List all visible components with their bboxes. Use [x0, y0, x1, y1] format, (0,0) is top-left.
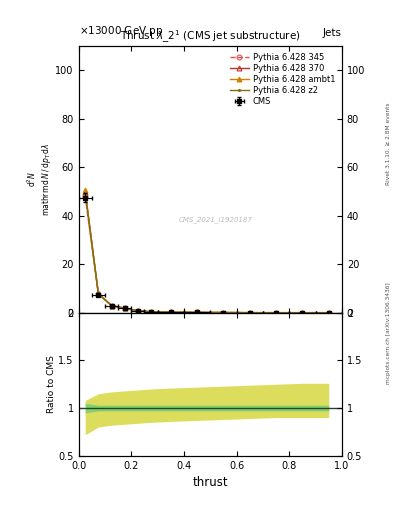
Pythia 6.428 370 — [122, 305, 127, 311]
Pythia 6.428 z2 — [83, 190, 88, 196]
Pythia 6.428 ambt1 — [122, 305, 127, 311]
Pythia 6.428 345 — [149, 309, 153, 315]
Pythia 6.428 370 — [83, 188, 88, 195]
Pythia 6.428 z2 — [136, 308, 140, 314]
Line: Pythia 6.428 345: Pythia 6.428 345 — [83, 194, 331, 315]
Text: Jets: Jets — [323, 28, 342, 38]
Pythia 6.428 345 — [109, 303, 114, 309]
Pythia 6.428 z2 — [195, 309, 200, 315]
Pythia 6.428 z2 — [326, 310, 331, 316]
Pythia 6.428 345 — [326, 310, 331, 316]
Pythia 6.428 345 — [136, 308, 140, 314]
Line: Pythia 6.428 ambt1: Pythia 6.428 ambt1 — [83, 188, 331, 315]
Pythia 6.428 ambt1 — [274, 310, 278, 316]
Pythia 6.428 370 — [195, 309, 200, 315]
Pythia 6.428 z2 — [149, 309, 153, 315]
Pythia 6.428 370 — [96, 290, 101, 296]
Pythia 6.428 370 — [221, 309, 226, 315]
Pythia 6.428 ambt1 — [149, 309, 153, 315]
Pythia 6.428 z2 — [122, 305, 127, 311]
Pythia 6.428 z2 — [168, 309, 173, 315]
Text: mcplots.cern.ch [arXiv:1306.3436]: mcplots.cern.ch [arXiv:1306.3436] — [386, 282, 391, 383]
Pythia 6.428 ambt1 — [300, 310, 305, 316]
Pythia 6.428 345 — [248, 310, 252, 316]
Pythia 6.428 z2 — [248, 310, 252, 316]
Pythia 6.428 370 — [149, 309, 153, 315]
Line: Pythia 6.428 z2: Pythia 6.428 z2 — [83, 191, 331, 314]
Pythia 6.428 ambt1 — [83, 187, 88, 194]
Text: $\times$13000 GeV pp: $\times$13000 GeV pp — [79, 25, 163, 38]
Pythia 6.428 ambt1 — [221, 309, 226, 315]
Pythia 6.428 ambt1 — [248, 310, 252, 316]
Pythia 6.428 370 — [168, 309, 173, 315]
Y-axis label: $\mathrm{d}^2N$
$\mathrm{mathrm\,d}\,N\,/\,\mathrm{d}p_\mathrm{T}\,\mathrm{d}\la: $\mathrm{d}^2N$ $\mathrm{mathrm\,d}\,N\,… — [26, 143, 53, 216]
Title: Thrust $\lambda\_2^1$ (CMS jet substructure): Thrust $\lambda\_2^1$ (CMS jet substruct… — [120, 29, 301, 46]
Legend: Pythia 6.428 345, Pythia 6.428 370, Pythia 6.428 ambt1, Pythia 6.428 z2, CMS: Pythia 6.428 345, Pythia 6.428 370, Pyth… — [228, 50, 338, 109]
Pythia 6.428 ambt1 — [195, 309, 200, 315]
Pythia 6.428 370 — [248, 310, 252, 316]
Text: Rivet 3.1.10, ≥ 2.8M events: Rivet 3.1.10, ≥ 2.8M events — [386, 102, 391, 185]
Pythia 6.428 345 — [274, 310, 278, 316]
Pythia 6.428 370 — [136, 308, 140, 314]
Pythia 6.428 ambt1 — [168, 309, 173, 315]
Pythia 6.428 370 — [300, 310, 305, 316]
Pythia 6.428 ambt1 — [136, 308, 140, 314]
Pythia 6.428 z2 — [109, 303, 114, 309]
Pythia 6.428 ambt1 — [96, 291, 101, 297]
Pythia 6.428 ambt1 — [326, 310, 331, 316]
Pythia 6.428 z2 — [96, 291, 101, 297]
Y-axis label: Ratio to CMS: Ratio to CMS — [47, 355, 55, 413]
Pythia 6.428 345 — [168, 309, 173, 315]
Pythia 6.428 345 — [83, 194, 88, 200]
Pythia 6.428 ambt1 — [109, 303, 114, 309]
Pythia 6.428 370 — [274, 310, 278, 316]
Pythia 6.428 370 — [326, 310, 331, 316]
Text: CMS_2021_I1920187: CMS_2021_I1920187 — [178, 216, 253, 223]
X-axis label: thrust: thrust — [193, 476, 228, 489]
Line: Pythia 6.428 370: Pythia 6.428 370 — [83, 189, 331, 315]
Pythia 6.428 345 — [195, 309, 200, 315]
Pythia 6.428 345 — [221, 309, 226, 315]
Pythia 6.428 345 — [300, 310, 305, 316]
Pythia 6.428 z2 — [300, 310, 305, 316]
Pythia 6.428 z2 — [274, 310, 278, 316]
Pythia 6.428 370 — [109, 303, 114, 309]
Pythia 6.428 345 — [96, 291, 101, 297]
Pythia 6.428 z2 — [221, 309, 226, 315]
Pythia 6.428 345 — [122, 305, 127, 311]
